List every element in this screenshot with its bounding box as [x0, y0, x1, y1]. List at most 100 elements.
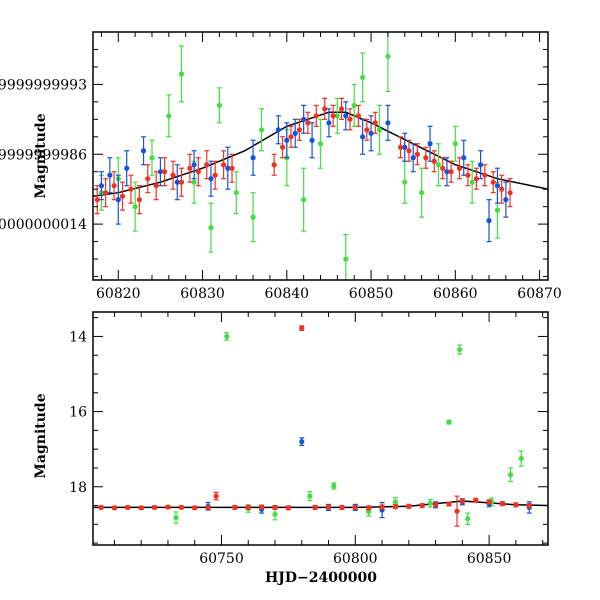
top-red-point	[305, 111, 311, 134]
top-red-point	[153, 171, 159, 201]
top-red-point	[406, 139, 412, 162]
bottom-model-curve	[93, 500, 548, 509]
top-red-point	[229, 153, 235, 183]
bottom-green-point	[427, 498, 433, 508]
top-blue-point	[444, 157, 450, 187]
bottom-red-point	[513, 502, 519, 508]
top-red-point	[456, 157, 463, 180]
top-red-point	[212, 160, 218, 190]
top-red-point	[296, 118, 303, 141]
top-blue-point	[157, 157, 164, 187]
bottom-red-point	[285, 505, 291, 511]
top-green-point	[334, 97, 340, 134]
top-red-point	[103, 178, 109, 208]
bottom-red-point	[459, 498, 465, 504]
top-green-point	[469, 160, 475, 204]
bottom-red-point	[526, 502, 532, 509]
bottom-panel-plot: Magnitude HJD−2400000 60750 60800 60850 14 1…	[33, 311, 549, 586]
top-blue-point	[368, 115, 374, 152]
top-red-point	[499, 174, 505, 204]
top-red-point	[162, 157, 168, 187]
top-green-point	[402, 160, 408, 204]
bottom-red-point	[325, 504, 332, 510]
top-red-point	[507, 178, 513, 208]
top-red-point	[128, 174, 134, 204]
top-x-tick-label: 60860	[433, 286, 478, 302]
top-green-point	[216, 87, 222, 124]
top-blue-point	[427, 125, 433, 162]
bottom-red-point	[454, 495, 460, 527]
bottom-red-point	[312, 504, 318, 511]
top-green-point	[132, 181, 138, 232]
top-blue-point	[292, 118, 298, 148]
bottom-plot-frame	[92, 311, 549, 546]
bottom-red-point	[259, 504, 265, 510]
top-blue-point	[225, 146, 231, 190]
top-blue-point	[140, 136, 147, 166]
bottom-red-point	[339, 504, 345, 511]
top-blue-point	[385, 104, 391, 141]
top-red-point	[330, 104, 336, 127]
top-blue-point	[284, 122, 290, 159]
bottom-red-point	[486, 499, 492, 505]
bottom-red-point	[473, 497, 479, 503]
top-blue-point	[115, 174, 121, 225]
top-red-point	[187, 153, 193, 183]
bottom-red-point	[213, 491, 219, 501]
bottom-green-point	[457, 344, 463, 355]
top-green-point	[178, 45, 185, 103]
top-green-point	[149, 139, 155, 176]
top-blue-point	[410, 143, 416, 173]
top-green-point	[258, 108, 265, 152]
top-data-layer	[93, 32, 548, 280]
top-y-axis-label: Magnitude	[33, 113, 49, 198]
bottom-red-point	[432, 502, 439, 508]
bottom-red-point	[299, 325, 305, 332]
top-blue-point	[360, 118, 366, 155]
top-red-point	[482, 164, 488, 187]
top-panel-plot: Magnitude 60820 60830 60840 60850 60860 60870…	[0, 31, 562, 302]
top-green-point	[317, 118, 324, 169]
top-green-point	[343, 233, 349, 280]
top-blue-point	[208, 160, 214, 197]
top-green-point	[208, 202, 214, 253]
top-blue-point	[486, 199, 492, 243]
bottom-red-point	[98, 504, 104, 511]
top-y-tick-label: 18.3999999999999986	[0, 147, 87, 163]
bottom-x-axis-label: HJD−2400000	[265, 570, 377, 586]
bottom-green-point	[465, 512, 471, 525]
bottom-red-point	[352, 504, 358, 511]
bottom-red-point	[232, 504, 238, 511]
top-red-point	[271, 153, 277, 176]
top-red-point	[195, 157, 201, 187]
top-red-point	[279, 136, 286, 159]
bottom-red-point	[499, 501, 506, 507]
top-y-tick-label: 18.6000000000000014	[0, 217, 87, 233]
top-blue-point	[503, 181, 509, 218]
top-green-point	[419, 167, 425, 218]
bottom-red-point	[192, 505, 198, 511]
bottom-x-tick-label: 60850	[467, 551, 512, 567]
top-x-tick-label: 60850	[349, 286, 394, 302]
top-x-tick-label: 60820	[96, 286, 141, 302]
bottom-data-layer	[93, 325, 548, 527]
bottom-y-tick-label: 16	[69, 405, 87, 421]
bottom-x-tick-label: 60750	[199, 551, 244, 567]
bottom-red-point	[178, 504, 184, 511]
bottom-red-point	[111, 505, 118, 511]
top-y-tick-label: 18.1999999999999993	[0, 77, 87, 93]
bottom-red-point	[138, 505, 144, 511]
top-red-point	[473, 167, 479, 190]
bottom-green-point	[446, 419, 452, 425]
top-green-point	[452, 125, 458, 162]
top-green-point	[360, 52, 366, 103]
bottom-red-point	[245, 504, 251, 511]
bottom-red-point	[419, 502, 425, 509]
top-blue-point	[494, 167, 501, 204]
top-red-point	[372, 111, 378, 134]
top-red-point	[423, 146, 429, 169]
top-green-point	[301, 167, 307, 232]
top-red-point	[322, 97, 328, 120]
bottom-red-point	[205, 504, 211, 511]
top-green-point	[435, 143, 442, 187]
